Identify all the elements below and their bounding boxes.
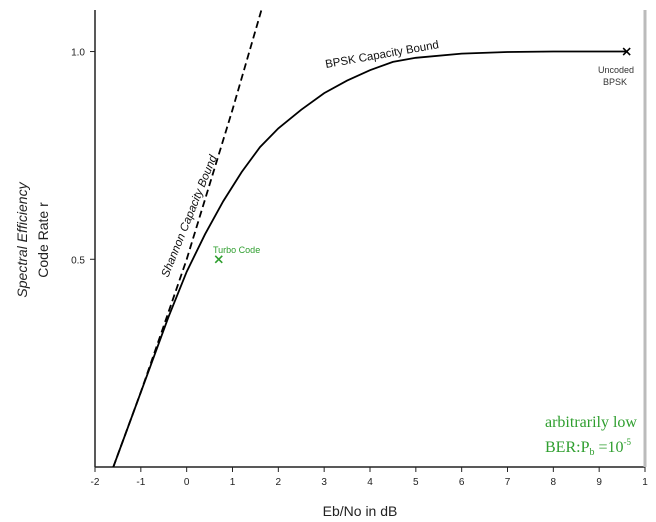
y-tick-label: 0.5	[71, 255, 85, 266]
x-tick-label: 6	[459, 477, 465, 488]
turbo-code-marker	[214, 255, 223, 264]
uncoded-label-line2: BPSK	[603, 77, 627, 87]
x-tick-label: 9	[596, 477, 602, 488]
x-tick-label: 4	[367, 477, 373, 488]
x-tick-label: 7	[505, 477, 511, 488]
x-tick-label: -2	[91, 477, 100, 488]
x-tick-label: 8	[551, 477, 557, 488]
uncoded-label-line1: Uncoded	[598, 65, 634, 75]
shannon-capacity-curve	[112, 10, 263, 467]
x-axis-title: Eb/No in dB	[323, 503, 398, 519]
y-tick-label: 1.0	[71, 48, 85, 59]
y-ticks: 0.5 1.0	[71, 48, 95, 266]
y-axis-title-line2: Code Rate r	[35, 202, 51, 278]
x-tick-label: -1	[136, 477, 145, 488]
x-tick-label: 0	[184, 477, 190, 488]
x-tick-label: 3	[321, 477, 327, 488]
annotation-line1: arbitrarily low	[545, 414, 637, 431]
annotation-eq: =10	[594, 439, 623, 456]
bpsk-capacity-curve	[112, 50, 627, 467]
annotation-ber: BER:P	[545, 439, 590, 456]
annotation-line2: BER:Pb =10-5	[545, 437, 631, 458]
points-layer	[214, 47, 631, 264]
x-tick-label: 5	[413, 477, 419, 488]
turbo-code-label: Turbo Code	[213, 245, 260, 255]
x-tick-label: 2	[276, 477, 282, 488]
x-tick-label: 1	[642, 477, 648, 488]
annotation-sub: b	[589, 447, 594, 458]
y-axis-title-line1: Spectral Efficiency	[14, 181, 30, 297]
x-tick-label: 1	[230, 477, 236, 488]
uncoded-bpsk-marker	[622, 47, 631, 56]
x-ticks: -2 -1 0 1 2 3 4 5 6 7 8 9 1	[91, 467, 648, 488]
series-layer	[112, 10, 627, 467]
annotation-sup: -5	[624, 437, 632, 447]
